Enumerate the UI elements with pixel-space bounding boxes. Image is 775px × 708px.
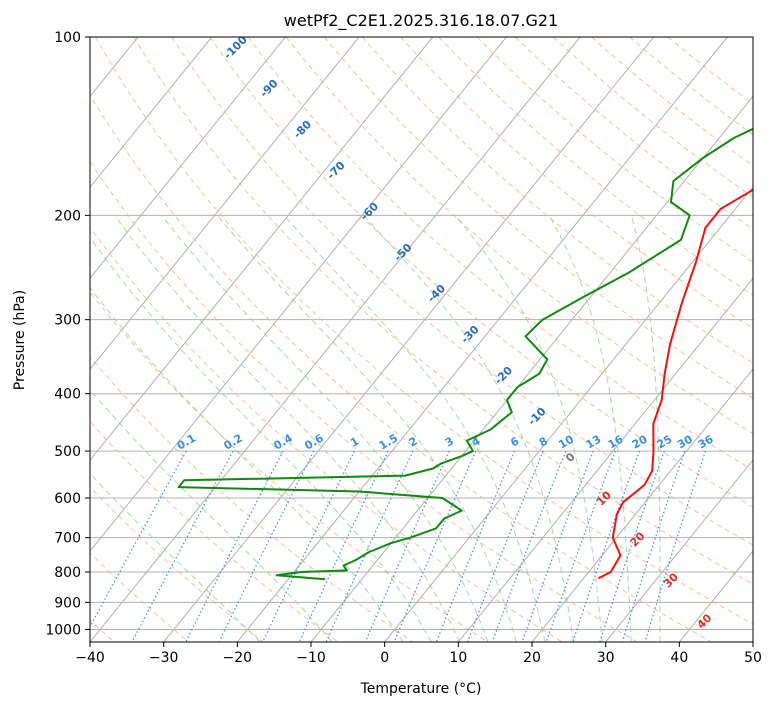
mixing-ratio-line xyxy=(621,450,686,642)
mixing-ratio-line xyxy=(325,450,414,642)
isotherm-line xyxy=(90,37,286,280)
y-tick-label: 200 xyxy=(54,208,81,224)
moist-adiabat xyxy=(283,214,546,642)
moist-adiabat xyxy=(363,214,575,642)
dry-adiabat xyxy=(90,94,712,642)
dry-adiabat xyxy=(171,37,753,546)
dry-adiabat xyxy=(95,37,753,625)
x-tick-label: 40 xyxy=(670,650,688,666)
y-tick-label: 300 xyxy=(54,313,81,329)
dry-adiabat xyxy=(438,37,753,296)
dry-adiabat xyxy=(362,37,753,364)
isotherm-line xyxy=(90,37,507,552)
x-tick-label: −10 xyxy=(296,650,326,666)
moist-adiabat xyxy=(216,214,517,642)
moist-adiabat xyxy=(90,389,333,642)
y-tick-label: 600 xyxy=(54,491,81,507)
x-tick-label: −40 xyxy=(75,650,105,666)
moist-adiabat xyxy=(161,214,489,642)
y-tick-label: 900 xyxy=(54,595,81,611)
chart-title: wetPf2_C2E1.2025.316.18.07.G21 xyxy=(284,11,558,31)
y-tick-label: 700 xyxy=(54,531,81,547)
plot-area: -100-90-80-70-60-50-40-30-20-10010203040… xyxy=(89,36,754,643)
y-tick-label: 400 xyxy=(54,387,81,403)
mixing-ratio-line xyxy=(131,450,234,642)
dry-adiabat xyxy=(90,160,638,642)
dry-adiabat xyxy=(324,37,753,399)
y-tick-label: 1000 xyxy=(45,622,81,638)
y-tick-label: 100 xyxy=(54,30,81,46)
y-axis: 100 200 300 400 500 600 700 800 900 1000 xyxy=(45,30,90,638)
dry-adiabat xyxy=(209,37,753,508)
x-axis: −40 −30 −20 −10 0 10 20 30 40 50 xyxy=(75,642,762,666)
dry-adiabat xyxy=(400,37,753,330)
x-tick-label: 50 xyxy=(744,650,762,666)
moist-adiabat xyxy=(454,214,603,642)
dry-adiabat xyxy=(90,226,563,642)
isotherm-line xyxy=(457,277,753,642)
mixing-ratio-line xyxy=(491,450,567,642)
mixing-ratio-line xyxy=(572,450,641,642)
plot-frame xyxy=(89,36,754,643)
moist-adiabat xyxy=(548,215,632,642)
temperature-profile-line xyxy=(597,188,753,580)
mixing-ratio-line xyxy=(466,450,544,642)
dry-adiabat xyxy=(90,291,488,642)
isotherm-line xyxy=(90,37,434,461)
dry-adiabat xyxy=(133,37,753,585)
isotherm-line xyxy=(90,37,581,642)
isotherm-line xyxy=(236,37,728,642)
x-axis-label: Temperature (°C) xyxy=(360,681,482,697)
y-tick-label: 500 xyxy=(54,444,81,460)
mixing-ratio-line xyxy=(185,450,284,642)
moist-adiabat xyxy=(114,215,461,642)
mixing-ratio-line xyxy=(262,450,355,642)
dewpoint-profile-line xyxy=(177,127,753,581)
isotherm-line xyxy=(605,459,753,642)
y-axis-label: Pressure (hPa) xyxy=(12,290,28,390)
mixing-ratio-line xyxy=(435,450,516,642)
x-tick-label: 10 xyxy=(449,650,467,666)
isotherm-line xyxy=(90,37,360,370)
x-tick-label: 0 xyxy=(380,650,389,666)
x-tick-label: 30 xyxy=(597,650,615,666)
mixing-ratio-line xyxy=(90,450,187,629)
mixing-ratio-line xyxy=(298,450,389,642)
isotherm-line xyxy=(163,37,655,642)
moist-adiabat xyxy=(630,215,661,642)
x-tick-label: −20 xyxy=(223,650,253,666)
series-layer xyxy=(177,127,753,581)
mixing-ratio-line xyxy=(545,450,616,642)
mixing-ratio-line xyxy=(218,450,315,642)
isotherm-line xyxy=(90,37,213,189)
x-tick-label: 20 xyxy=(523,650,541,666)
mixing-ratio-line xyxy=(521,450,594,642)
mixing-ratio-line xyxy=(599,450,665,642)
x-tick-label: −30 xyxy=(149,650,179,666)
y-tick-label: 800 xyxy=(54,565,81,581)
isotherm-line xyxy=(384,186,753,642)
moist-adiabat xyxy=(90,472,261,642)
